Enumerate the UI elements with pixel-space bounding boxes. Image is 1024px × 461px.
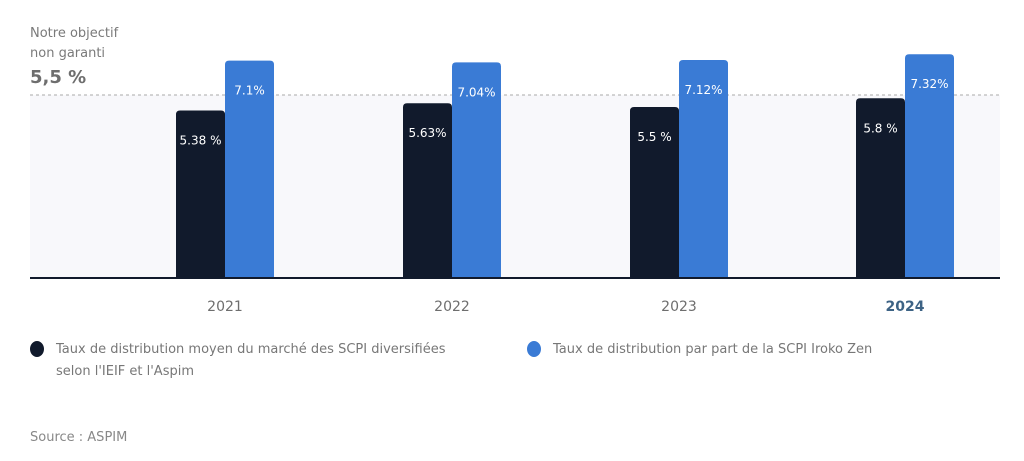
x-tick-label-2021: 2021 [207, 299, 243, 315]
objective-annotation: Notre objectif non garanti 5,5 % [30, 24, 118, 88]
bar-iroko-2021 [225, 60, 274, 278]
bar-market-2023 [630, 107, 679, 278]
source-note: Source : ASPIM [30, 430, 128, 445]
data-label-market-2022: 5.63% [408, 126, 446, 140]
x-tick-label-2024: 2024 [886, 299, 925, 315]
data-label-iroko-2023: 7.12% [684, 83, 722, 97]
x-tick-label-2023: 2023 [661, 299, 697, 315]
data-label-iroko-2021: 7.1% [234, 84, 265, 98]
bar-iroko-2023 [679, 60, 728, 278]
legend-label-market-line1: Taux de distribution moyen du marché des… [56, 342, 446, 357]
legend-item-market: Taux de distribution moyen du marché des… [30, 339, 445, 383]
plot-background [30, 95, 1000, 278]
legend-label-market-line2: selon l'IEIF et l'Aspim [56, 364, 194, 379]
bar-market-2022 [403, 103, 452, 278]
bar-market-2021 [176, 110, 225, 278]
bar-iroko-2024 [905, 54, 954, 278]
legend-dot-blue [527, 341, 541, 357]
data-label-iroko-2022: 7.04% [457, 85, 495, 99]
data-label-market-2024: 5.8 % [863, 121, 897, 135]
data-label-market-2021: 5.38 % [180, 133, 222, 147]
legend-label-iroko: Taux de distribution par part de la SCPI… [553, 342, 873, 357]
objective-label-line2: non garanti [30, 46, 106, 61]
objective-label-line1: Notre objectif [30, 26, 119, 41]
bar-chart: 5.38 % 7.1% 5.63% 7.04% 5.5 % 7.12% 5.8 % 7.32%… [30, 54, 1000, 315]
bar-iroko-2022 [452, 62, 501, 279]
x-tick-label-2022: 2022 [434, 299, 470, 315]
data-label-iroko-2024: 7.32% [910, 77, 948, 91]
legend-dot-dark [30, 341, 44, 357]
legend-item-iroko: Taux de distribution par part de la SCPI… [527, 339, 872, 361]
objective-value: 5,5 % [30, 67, 87, 88]
bar-market-2024 [856, 98, 905, 278]
data-label-market-2023: 5.5 % [637, 130, 671, 144]
